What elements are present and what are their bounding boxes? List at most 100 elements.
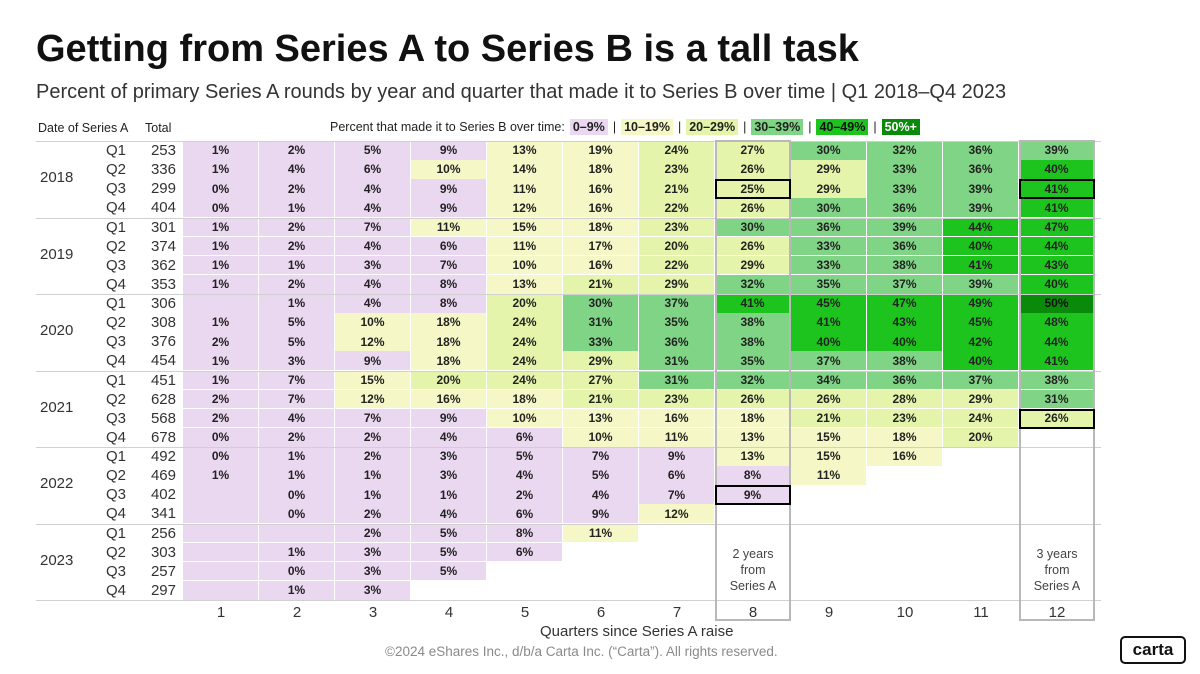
heatmap-cell: 16% [639, 408, 715, 429]
quarter-label: Q2 [105, 237, 126, 255]
heatmap-cell: 23% [639, 389, 715, 410]
quarter-label: Q3 [105, 256, 126, 274]
heatmap-cell: 38% [1019, 370, 1095, 391]
quarter-label: Q4 [105, 275, 126, 293]
heatmap-cell: 36% [943, 160, 1019, 180]
heatmap-cell: 16% [563, 198, 639, 218]
heatmap-cell: 30% [791, 141, 867, 161]
heatmap-cell: 24% [487, 351, 563, 371]
total-value: 256 [150, 524, 176, 542]
heatmap-cell: 33% [867, 160, 943, 180]
heatmap-cell: 2% [259, 141, 335, 161]
year-label: 2023 [40, 551, 74, 569]
heatmap-cell: 20% [639, 236, 715, 257]
heatmap-cell: 17% [563, 236, 639, 257]
heatmap-cell: 14% [487, 160, 563, 180]
heatmap-cell: 2% [259, 179, 335, 199]
heatmap-cell: 11% [487, 236, 563, 257]
x-tick-label: 6 [596, 604, 606, 621]
heatmap-cell: 33% [563, 332, 639, 352]
heatmap-cell: 4% [563, 485, 639, 505]
heatmap-cell: 0% [183, 427, 259, 448]
heatmap-cell: 1% [259, 198, 335, 218]
legend-separator: | [612, 120, 617, 134]
carta-logo: carta [1120, 636, 1186, 664]
heatmap-cell: 2% [335, 523, 411, 544]
heatmap-cell: 5% [411, 542, 487, 563]
heatmap-cell: 1% [183, 160, 259, 180]
heatmap-cell: 24% [943, 408, 1019, 429]
heatmap-cell: 3% [335, 580, 411, 601]
heatmap-cell: 41% [1019, 198, 1095, 218]
heatmap-cell: 31% [639, 351, 715, 371]
heatmap-cell: 4% [411, 504, 487, 524]
heatmap-cell: 2% [487, 485, 563, 505]
heatmap-cell: 6% [487, 427, 563, 448]
quarter-label: Q2 [105, 467, 126, 485]
heatmap-cell: 9% [411, 141, 487, 161]
heatmap-cell: 1% [259, 466, 335, 486]
heatmap-cell: 1% [411, 485, 487, 505]
heatmap-cell: 24% [639, 141, 715, 161]
grid-top-line [36, 141, 1101, 142]
heatmap-cell: 45% [943, 313, 1019, 333]
heatmap-cell: 7% [335, 217, 411, 238]
total-value: 402 [150, 486, 176, 504]
quarter-label: Q1 [105, 371, 126, 389]
heatmap-cell: 38% [867, 351, 943, 371]
heatmap-cell: 6% [335, 160, 411, 180]
legend-item: 30–39% [751, 119, 804, 135]
heatmap-cell: 2% [259, 427, 335, 448]
quarter-label: Q1 [105, 448, 126, 465]
legend-item: 50%+ [881, 119, 920, 135]
heatmap-cell: 1% [183, 255, 259, 276]
heatmap-cell: 18% [563, 160, 639, 180]
heatmap-cell: 38% [715, 332, 791, 352]
legend-label: Percent that made it to Series B over ti… [330, 120, 565, 134]
x-tick-label: 2 [292, 604, 302, 621]
quarter-label: Q4 [105, 199, 126, 217]
total-value: 568 [150, 409, 176, 427]
x-tick-label: 10 [896, 604, 914, 621]
heatmap-cell: 49% [943, 294, 1019, 314]
heatmap-cell: 8% [411, 274, 487, 295]
heatmap-cell: 5% [259, 313, 335, 333]
heatmap-cell: 5% [259, 332, 335, 352]
heatmap-cell: 15% [791, 447, 867, 467]
heatmap-cell: 26% [715, 236, 791, 257]
heatmap-cell: 20% [411, 370, 487, 391]
heatmap-cell: 3% [411, 447, 487, 467]
total-value: 299 [150, 180, 176, 198]
heatmap-cell: 15% [335, 370, 411, 391]
total-value: 678 [150, 428, 176, 446]
column-annotation: 3 years from Series A [1019, 546, 1095, 594]
heatmap-cell: 19% [563, 141, 639, 161]
heatmap-cell: 9% [411, 179, 487, 199]
heatmap-cell: 4% [335, 179, 411, 199]
heatmap-cell: 1% [183, 313, 259, 333]
heatmap-cell: 6% [639, 466, 715, 486]
heatmap-cell: 34% [791, 370, 867, 391]
heatmap-cell: 41% [715, 294, 791, 314]
page-title: Getting from Series A to Series B is a t… [36, 28, 859, 70]
heatmap-cell: 8% [411, 294, 487, 314]
legend-item: 0–9% [569, 119, 608, 135]
heatmap-cell: 2% [335, 504, 411, 524]
heatmap-cell: 23% [639, 160, 715, 180]
quarter-label: Q4 [105, 428, 126, 446]
heatmap-cell: 3% [335, 561, 411, 582]
heatmap-cell: 29% [639, 274, 715, 295]
heatmap-cell [259, 523, 335, 544]
heatmap-cell: 2% [335, 447, 411, 467]
x-tick-label: 5 [520, 604, 530, 621]
heatmap-cell: 25% [715, 179, 791, 199]
heatmap-cell: 10% [563, 427, 639, 448]
quarter-label: Q1 [105, 218, 126, 236]
heatmap-cell: 6% [487, 542, 563, 563]
total-value: 454 [150, 352, 176, 370]
quarter-label: Q2 [105, 390, 126, 408]
heatmap-cell: 40% [1019, 274, 1095, 295]
quarter-label: Q4 [105, 581, 126, 599]
heatmap-cell: 40% [867, 332, 943, 352]
heatmap-cell: 39% [943, 198, 1019, 218]
